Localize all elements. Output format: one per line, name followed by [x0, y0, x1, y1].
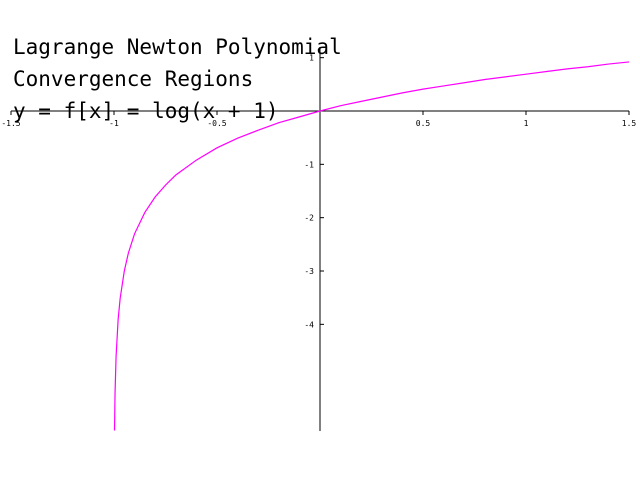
chart-title: Lagrange Newton Polynomial Convergence R… — [13, 35, 342, 123]
y-tick-label: -1 — [304, 160, 314, 169]
x-tick-label: -1.5 — [1, 119, 20, 128]
title-line-1: Lagrange Newton Polynomial — [13, 35, 342, 59]
x-tick-label: -0.5 — [207, 119, 226, 128]
series-layer — [113, 61, 630, 431]
x-tick-label: 1.5 — [622, 119, 637, 128]
x-tick-label: 1 — [524, 119, 529, 128]
x-ticks: -1.5 -1 -0.5 0.5 1 1.5 — [1, 111, 636, 128]
y-tick-label: -2 — [304, 214, 314, 223]
x-tick-label: 0.5 — [416, 119, 431, 128]
x-tick-label: -1 — [109, 119, 119, 128]
title-line-3: y = f[x] = log(x + 1) — [13, 99, 279, 123]
y-tick-label: -3 — [304, 267, 314, 276]
y-tick-label: -4 — [304, 320, 314, 329]
title-line-2: Convergence Regions — [13, 67, 253, 91]
y-tick-label: 1 — [309, 54, 314, 63]
y-ticks: 1 -1 -2 -3 -4 — [304, 54, 324, 329]
series-line — [113, 61, 630, 431]
